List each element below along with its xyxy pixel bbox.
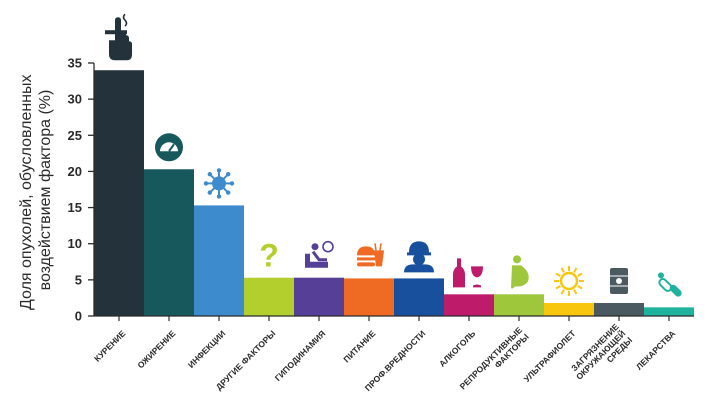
y-tick-label: 20	[68, 164, 82, 179]
category-label: ПИТАНИЕ	[341, 328, 377, 364]
y-tick-label: 25	[68, 128, 82, 143]
food-icon	[357, 243, 384, 267]
pills-icon	[658, 272, 682, 297]
pregnancy-icon	[511, 255, 529, 289]
category-label: ЗАГРЯЗНЕНИЕОКРУЖАЮЩЕЙСРЕДЫ	[567, 321, 634, 388]
bar	[444, 294, 494, 316]
category-label: КУРЕНИЕ	[92, 328, 128, 364]
sun-icon	[554, 265, 584, 296]
question-icon: ?	[259, 238, 279, 274]
bar	[644, 307, 694, 316]
bar	[94, 70, 144, 316]
bar	[244, 277, 294, 316]
category-label: ЛЕКАРСТВА	[634, 328, 677, 371]
virus-icon	[203, 168, 235, 199]
category-label: ИНФЕКЦИИ	[186, 328, 228, 370]
bar-icons: ?	[105, 13, 682, 297]
bar	[544, 302, 594, 316]
y-tick-label: 10	[68, 236, 82, 251]
bar	[594, 302, 644, 316]
bar	[494, 294, 544, 316]
bars	[94, 70, 694, 316]
bar	[344, 278, 394, 316]
category-label: ГИПОДИНАМИЯ	[273, 328, 328, 383]
y-axis-label: Доля опухолей, обусловленных воздействие…	[18, 70, 54, 310]
worker-icon	[404, 241, 434, 273]
couch-icon	[305, 240, 334, 268]
y-tick-label: 35	[68, 56, 82, 71]
bar	[294, 277, 344, 316]
y-tick-label: 30	[68, 92, 82, 107]
svg-text:?: ?	[259, 238, 279, 274]
category-label: ОЖИРЕНИЕ	[135, 328, 177, 370]
category-label: УЛЬТРАФИОЛЕТ	[522, 328, 578, 384]
scale-icon	[155, 133, 183, 162]
category-label: АЛКОГОЛЬ	[437, 328, 477, 368]
bar	[394, 278, 444, 316]
bar	[194, 205, 244, 316]
alcohol-icon	[453, 258, 483, 288]
y-axis-label-line-1: Доля опухолей, обусловленных	[18, 74, 35, 309]
y-tick-label: 0	[75, 309, 82, 324]
barrel-icon	[610, 267, 628, 294]
y-axis-ticks: 0 5 10 15 20 25 30 35	[68, 56, 94, 324]
bar	[144, 169, 194, 316]
y-tick-label: 5	[75, 272, 82, 287]
y-tick-label: 15	[68, 200, 82, 215]
y-axis-label-line-2: воздействием фактора (%)	[37, 90, 54, 291]
cigarette-hand-icon	[105, 13, 132, 61]
